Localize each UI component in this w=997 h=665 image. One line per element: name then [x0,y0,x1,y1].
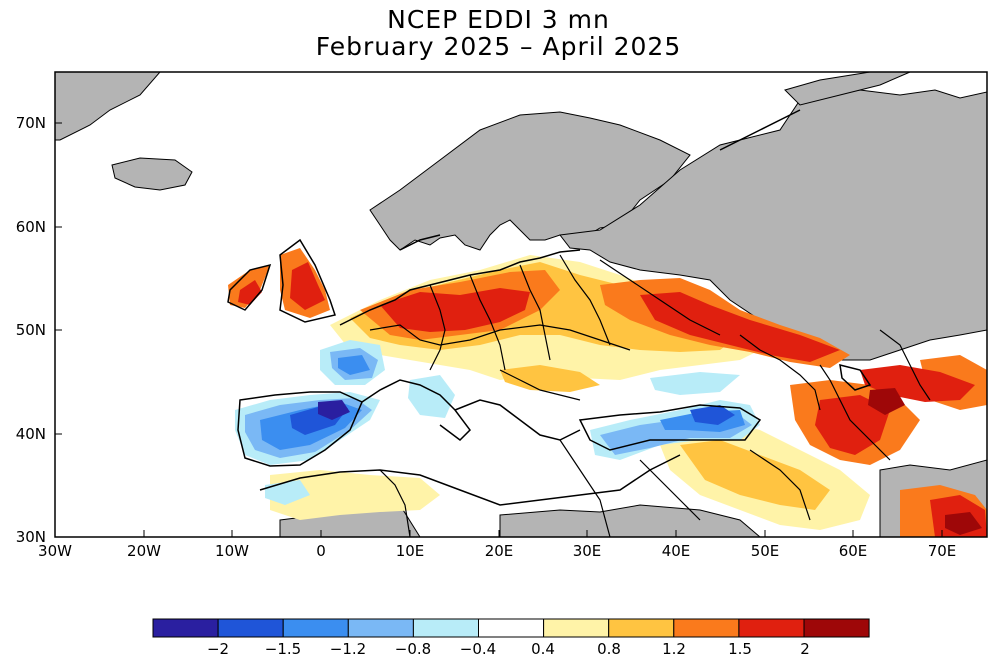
lon-label: 30W [38,542,72,560]
colorbar-swatch [803,618,870,638]
colorbar-label: −0.8 [395,640,431,658]
lat-label: 60N [16,218,46,236]
lon-tick-labels: 30W 20W 10W 0 10E 20E 30E 40E 50E 60E 70… [38,542,956,560]
lat-label: 30N [16,528,46,546]
greenland [55,72,161,141]
lon-label: 30E [573,542,602,560]
lat-ticks [55,122,62,538]
colorbar-label: −0.4 [460,640,496,658]
iceland [111,157,193,191]
colorbar-swatch [217,618,284,638]
lon-label: 10E [396,542,425,560]
colorbar-label: 0.8 [597,640,621,658]
lat-label: 70N [16,114,46,132]
lat-label: 40N [16,425,46,443]
lon-label: 20W [127,542,161,560]
colorbar-swatch [347,618,414,638]
lon-label: 60E [839,542,868,560]
lon-label: 0 [316,542,326,560]
colorbar-swatch [673,618,740,638]
map-subtitle: February 2025 – April 2025 [315,32,682,61]
colorbar-swatch [608,618,675,638]
colorbar-label: 1.5 [728,640,752,658]
scandinavia [369,111,691,251]
lon-label: 70E [928,542,957,560]
colorbar-label: 0.4 [531,640,555,658]
coastlines [227,109,872,506]
lon-label: 20E [485,542,514,560]
colorbar-swatch [478,618,545,638]
colorbar-label: −2 [207,640,229,658]
colorbar-label: 1.2 [662,640,686,658]
colorbar-swatch [738,618,805,638]
lat-tick-labels: 70N 60N 50N 40N 30N [16,114,46,546]
lon-label: 10W [215,542,249,560]
map-title: NCEP EDDI 3 mn [387,5,610,34]
colorbar-label: −1.2 [330,640,366,658]
map-frame [54,71,988,538]
lat-label: 50N [16,321,46,339]
lon-label: 40E [662,542,691,560]
colorbar-swatch [412,618,479,638]
novaya-zemlya [784,72,911,106]
colorbar-swatches [152,618,870,638]
country-borders [369,254,931,537]
colorbar-label: −1.5 [265,640,301,658]
colorbar: −2 −1.5 −1.2 −0.8 −0.4 0.4 0.8 1.2 1.5 2 [152,618,870,658]
eddi-anomaly-shading [228,248,987,537]
colorbar-swatch [152,618,219,638]
colorbar-labels: −2 −1.5 −1.2 −0.8 −0.4 0.4 0.8 1.2 1.5 2 [207,640,810,658]
colorbar-label: 2 [800,640,810,658]
lon-label: 50E [751,542,780,560]
lon-ticks [54,530,943,537]
north-africa-grey [499,504,761,537]
russia [559,89,987,361]
colorbar-swatch [543,618,610,638]
colorbar-swatch [282,618,349,638]
